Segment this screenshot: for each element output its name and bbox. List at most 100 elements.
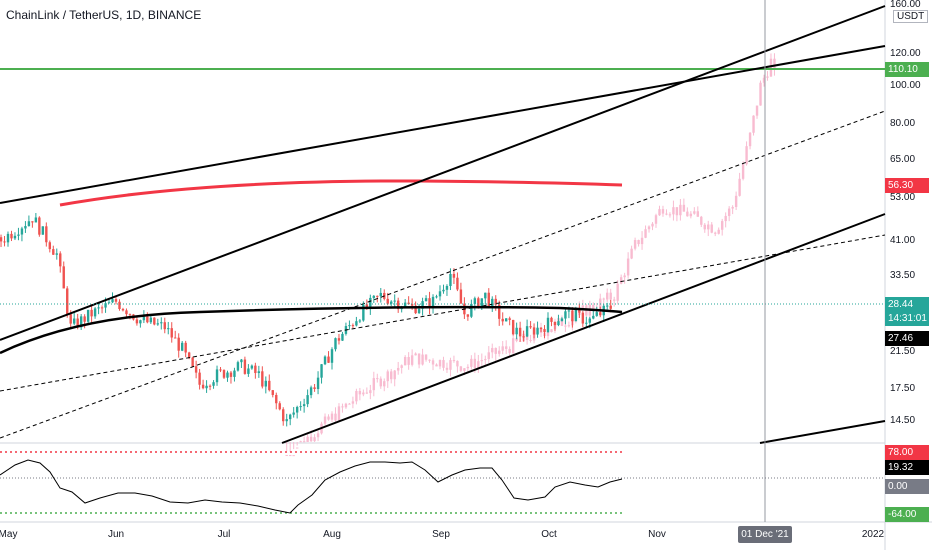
candle[interactable]	[38, 217, 41, 235]
candle[interactable]	[55, 253, 58, 255]
candle[interactable]	[306, 395, 309, 405]
candle[interactable]	[362, 304, 365, 321]
candle[interactable]	[76, 318, 79, 328]
candle[interactable]	[393, 300, 396, 302]
candle[interactable]	[438, 291, 442, 297]
candle[interactable]	[491, 298, 494, 307]
candle[interactable]	[459, 289, 463, 304]
candle[interactable]	[445, 286, 449, 290]
candle[interactable]	[585, 322, 588, 324]
candle[interactable]	[48, 242, 52, 250]
candle[interactable]	[348, 325, 351, 327]
candle[interactable]	[27, 221, 31, 227]
candle[interactable]	[250, 365, 254, 369]
candle[interactable]	[146, 316, 149, 323]
candle[interactable]	[229, 372, 233, 377]
red-moving-average[interactable]	[59, 179, 623, 207]
candle[interactable]	[17, 234, 20, 236]
candle[interactable]	[515, 327, 518, 335]
candle[interactable]	[215, 369, 219, 383]
candle[interactable]	[341, 333, 344, 341]
candle[interactable]	[254, 365, 257, 374]
candle[interactable]	[431, 296, 435, 308]
candle[interactable]	[180, 342, 184, 351]
candle[interactable]	[66, 288, 69, 315]
candle[interactable]	[3, 241, 6, 243]
trendline-support[interactable]	[281, 213, 886, 444]
candle[interactable]	[13, 235, 17, 239]
candle[interactable]	[59, 253, 62, 267]
candle[interactable]	[428, 298, 431, 308]
candle[interactable]	[504, 318, 508, 322]
candle[interactable]	[421, 301, 424, 309]
candle[interactable]	[156, 323, 160, 325]
candle[interactable]	[379, 292, 382, 297]
candle[interactable]	[470, 303, 473, 317]
candle[interactable]	[424, 298, 428, 302]
candle[interactable]	[511, 319, 515, 335]
candle[interactable]	[390, 301, 393, 304]
candle[interactable]	[525, 326, 529, 337]
candle[interactable]	[226, 372, 229, 378]
candle[interactable]	[313, 387, 316, 389]
candle[interactable]	[104, 303, 107, 308]
candle[interactable]	[170, 328, 173, 338]
candle[interactable]	[410, 304, 414, 306]
candle[interactable]	[484, 292, 487, 299]
candle[interactable]	[31, 221, 34, 223]
candle[interactable]	[153, 317, 156, 325]
candle[interactable]	[149, 317, 153, 323]
candle[interactable]	[264, 380, 268, 387]
candle[interactable]	[285, 419, 288, 422]
candle[interactable]	[288, 414, 292, 420]
candle[interactable]	[546, 317, 550, 333]
candle[interactable]	[167, 328, 170, 330]
candle[interactable]	[564, 311, 567, 319]
candle[interactable]	[355, 321, 358, 326]
candle[interactable]	[369, 297, 372, 308]
candle[interactable]	[174, 337, 177, 339]
candle[interactable]	[247, 368, 250, 374]
candle[interactable]	[257, 371, 261, 374]
candle[interactable]	[557, 321, 560, 326]
candle[interactable]	[107, 302, 111, 304]
candle[interactable]	[330, 349, 334, 363]
candle[interactable]	[243, 359, 247, 374]
candle[interactable]	[560, 318, 564, 322]
candle[interactable]	[606, 305, 609, 307]
candle[interactable]	[62, 266, 65, 289]
candle[interactable]	[571, 310, 574, 322]
candle[interactable]	[609, 305, 612, 309]
candle[interactable]	[93, 308, 97, 317]
candle[interactable]	[417, 308, 421, 314]
candle[interactable]	[323, 356, 327, 365]
candle[interactable]	[518, 327, 522, 337]
dashed-channel-lower[interactable]	[0, 234, 886, 392]
candle[interactable]	[337, 338, 341, 341]
candle[interactable]	[34, 217, 38, 223]
candle[interactable]	[114, 299, 118, 302]
trendline-lower[interactable]	[759, 420, 886, 444]
candle[interactable]	[240, 359, 243, 363]
candle[interactable]	[529, 326, 532, 328]
candle[interactable]	[480, 298, 484, 308]
candle[interactable]	[553, 321, 557, 326]
candle[interactable]	[302, 404, 306, 407]
candle[interactable]	[487, 292, 490, 307]
candle[interactable]	[574, 310, 578, 322]
candle[interactable]	[10, 233, 13, 239]
candle[interactable]	[128, 314, 132, 316]
candle[interactable]	[588, 318, 592, 323]
black-moving-average[interactable]	[0, 305, 623, 355]
candle[interactable]	[125, 310, 128, 315]
candle[interactable]	[320, 364, 323, 378]
candle[interactable]	[219, 369, 222, 371]
trendline-upper-channel[interactable]	[0, 45, 886, 204]
candle[interactable]	[550, 317, 553, 322]
candle[interactable]	[539, 327, 543, 330]
candle[interactable]	[358, 320, 362, 322]
candle[interactable]	[212, 382, 215, 386]
candle[interactable]	[97, 307, 100, 309]
candle[interactable]	[532, 327, 536, 335]
